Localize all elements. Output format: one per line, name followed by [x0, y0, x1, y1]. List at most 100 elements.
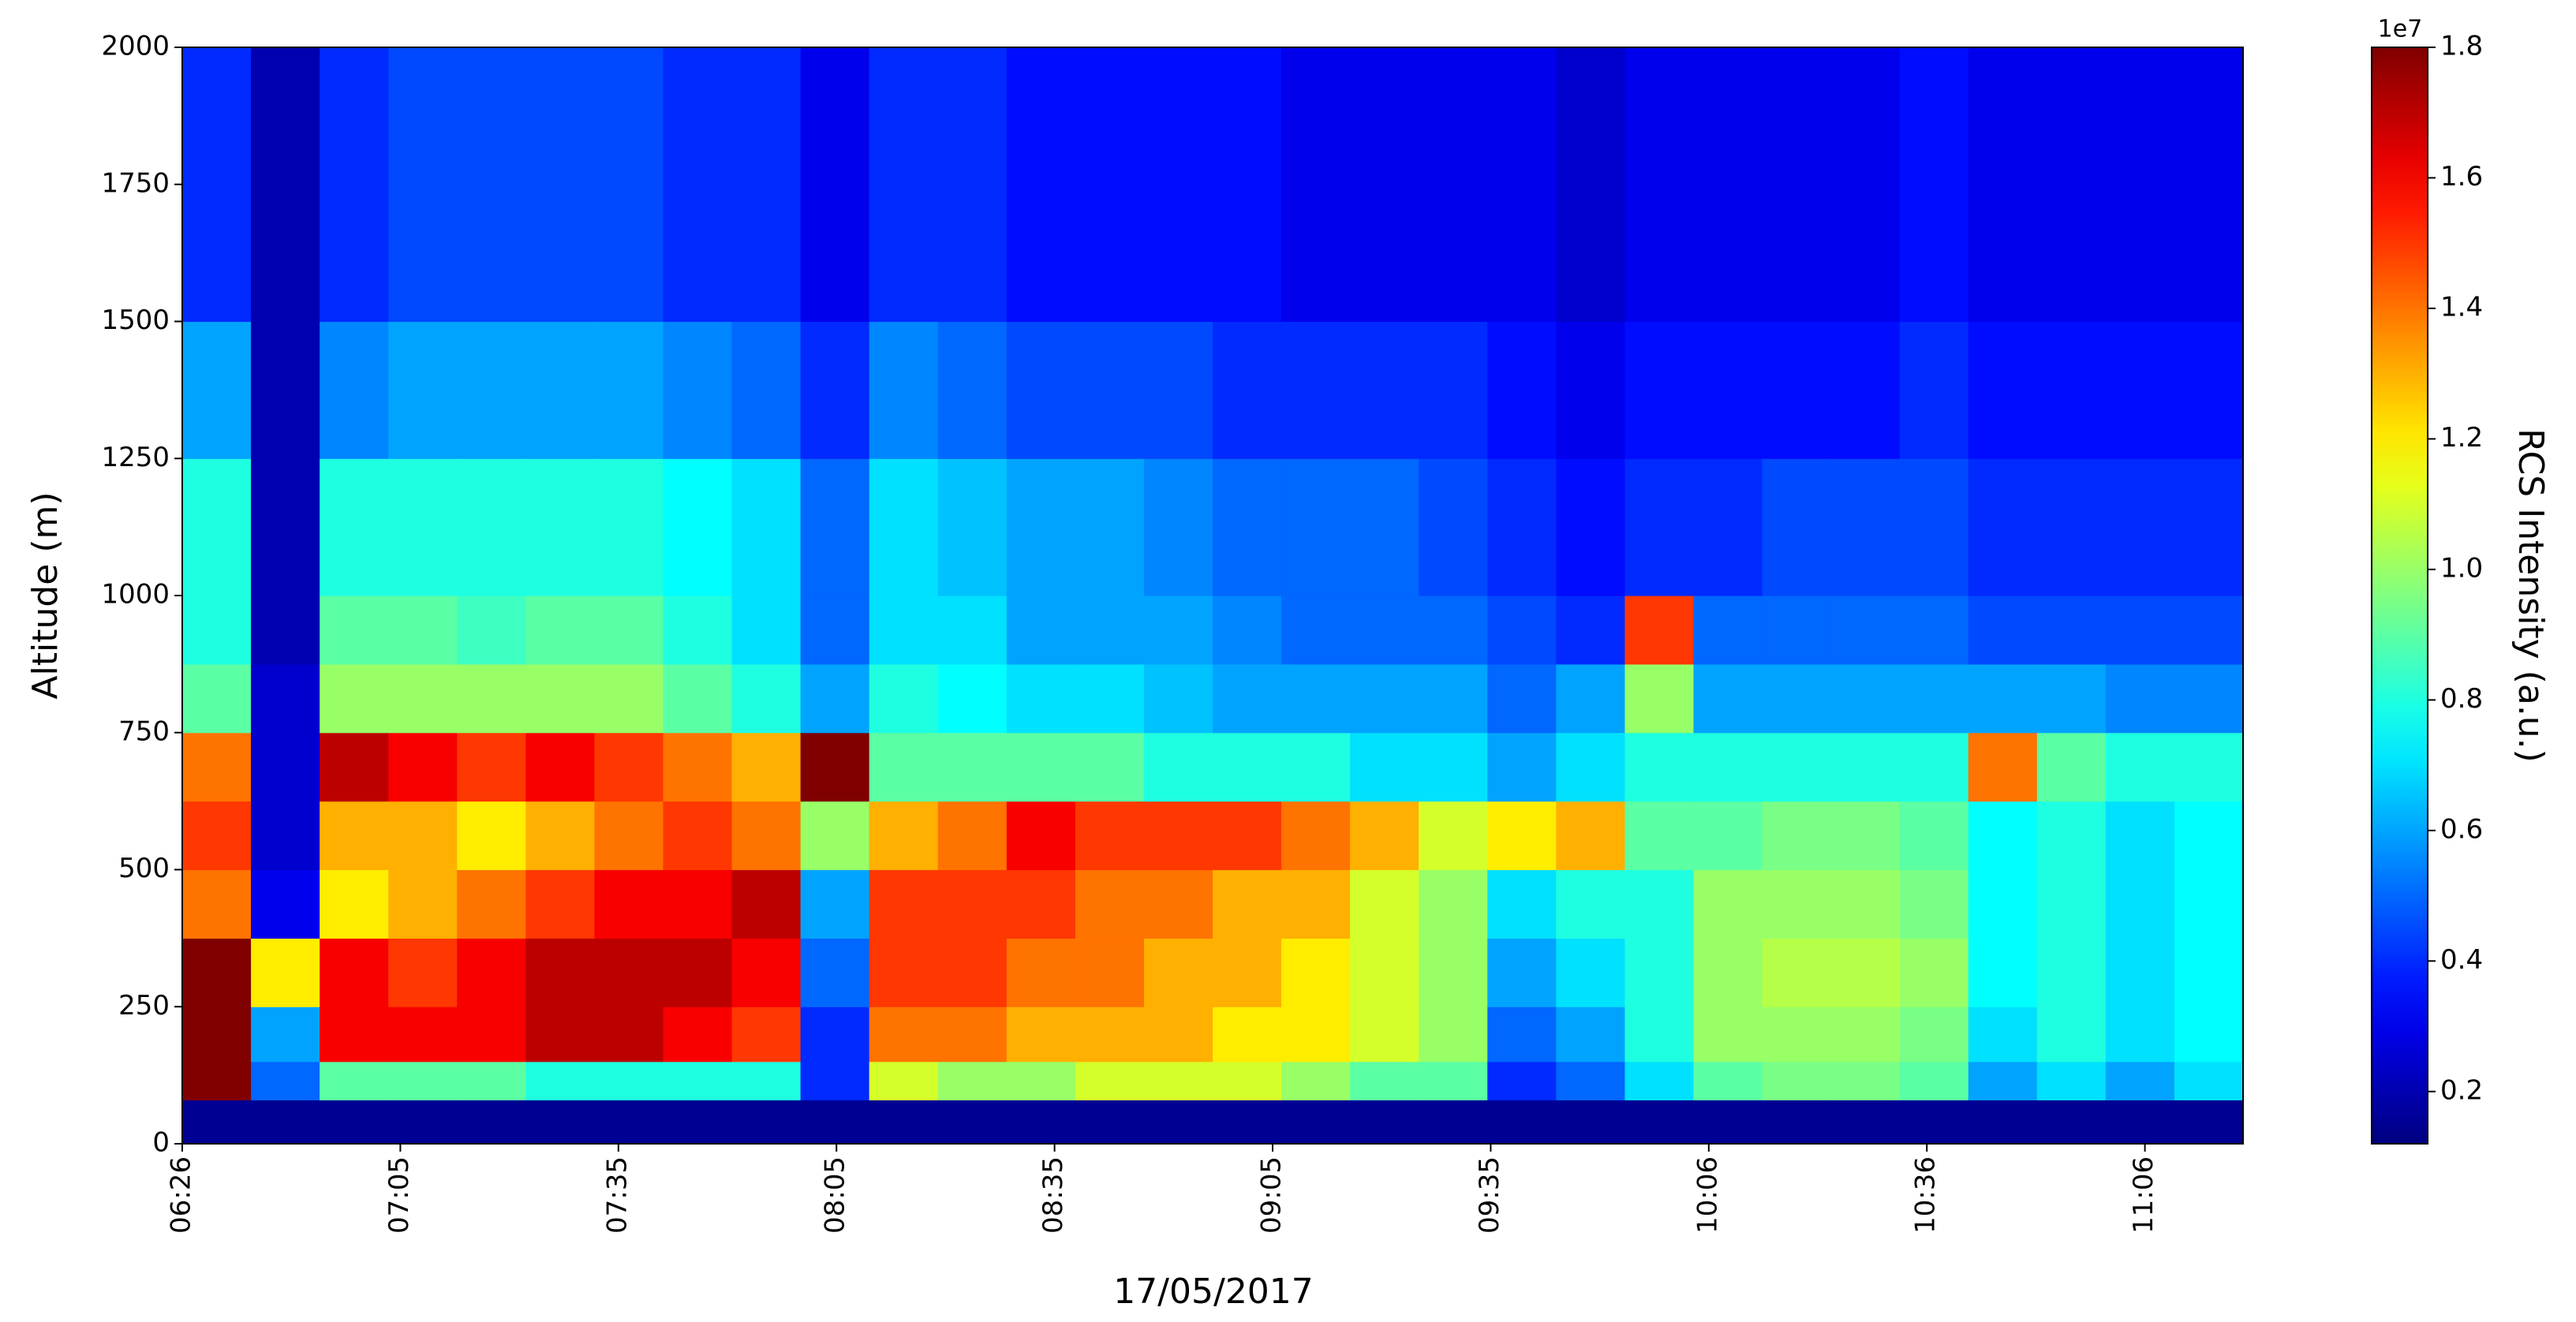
heatmap-cell: [1487, 321, 1557, 459]
heatmap-cell: [1762, 801, 1832, 871]
heatmap-cell: [800, 869, 870, 939]
heatmap-cell: [663, 869, 733, 939]
heatmap-cell: [1350, 596, 1419, 665]
y-tick-label: 500: [118, 853, 170, 884]
heatmap-cell: [251, 1006, 320, 1062]
heatmap-cell: [1213, 1061, 1282, 1100]
heatmap-cell: [1487, 938, 1557, 1007]
heatmap-cell: [1899, 732, 1969, 802]
heatmap-cell: [182, 1100, 252, 1145]
heatmap-cell: [2105, 458, 2175, 596]
x-tick-label: 09:35: [1474, 1156, 1505, 1234]
heatmap-cell: [869, 1006, 939, 1062]
heatmap-cell: [1281, 663, 1351, 734]
heatmap-cell: [1281, 458, 1351, 596]
heatmap-cell: [1899, 1100, 1969, 1145]
heatmap-cell: [1624, 801, 1695, 871]
heatmap-cell: [2105, 801, 2175, 871]
heatmap-cell: [2174, 1100, 2244, 1145]
heatmap-cell: [731, 801, 802, 871]
heatmap-cell: [1419, 801, 1488, 871]
heatmap-cell: [320, 869, 389, 939]
heatmap-cell: [1556, 663, 1625, 734]
heatmap-cell: [1281, 732, 1351, 802]
heatmap-cell: [1693, 321, 1763, 459]
heatmap-cell: [1006, 596, 1076, 665]
heatmap-cell: [1899, 596, 1969, 665]
heatmap-cell: [594, 596, 664, 665]
heatmap-cell: [800, 732, 870, 802]
heatmap-cell: [1693, 732, 1763, 802]
heatmap-cell: [1556, 458, 1625, 596]
heatmap-cell: [800, 663, 870, 734]
heatmap-cell: [869, 596, 939, 665]
heatmap-cell: [1968, 1100, 2038, 1145]
heatmap-cell: [457, 1006, 526, 1062]
heatmap-cell: [182, 596, 252, 665]
heatmap-cell: [1899, 801, 1969, 871]
heatmap-cell: [1075, 47, 1145, 323]
heatmap-cell: [1968, 732, 2038, 802]
heatmap-cell: [1075, 596, 1145, 665]
heatmap-cell: [731, 663, 802, 734]
heatmap-cell: [1143, 1100, 1213, 1145]
heatmap-cell: [1624, 321, 1695, 459]
heatmap-cell: [457, 596, 526, 665]
heatmap-cell: [1762, 1006, 1832, 1062]
heatmap-cell: [1968, 458, 2038, 596]
heatmap-cell: [1487, 869, 1557, 939]
heatmap-cell: [1624, 596, 1695, 665]
heatmap-cell: [1556, 321, 1625, 459]
heatmap-cell: [388, 1100, 458, 1145]
x-axis-label: 17/05/2017: [1113, 1272, 1314, 1312]
y-tick-label: 1000: [101, 579, 170, 611]
heatmap-cell: [1350, 47, 1419, 323]
y-tick-label: 1500: [101, 304, 170, 336]
x-tick-label: 07:35: [601, 1156, 633, 1234]
heatmap-cell: [2036, 663, 2107, 734]
heatmap-cell: [594, 1006, 664, 1062]
heatmap-cell: [457, 1061, 526, 1100]
heatmap-cell: [594, 1061, 664, 1100]
heatmap-cell: [800, 458, 870, 596]
heatmap-cell: [1213, 321, 1282, 459]
heatmap-cell: [251, 321, 320, 459]
heatmap-cell: [869, 663, 939, 734]
heatmap-cell: [1487, 663, 1557, 734]
x-tick-label: 08:05: [820, 1156, 851, 1234]
heatmap-cell: [1143, 1061, 1213, 1100]
heatmap-cell: [1693, 938, 1763, 1007]
heatmap-cell: [1556, 1100, 1625, 1145]
heatmap-cell: [1350, 321, 1419, 459]
heatmap-cell: [1693, 47, 1763, 323]
heatmap-cell: [1556, 596, 1625, 665]
heatmap-cell: [1487, 596, 1557, 665]
heatmap-cell: [320, 938, 389, 1007]
heatmap-cell: [182, 732, 252, 802]
heatmap-cell: [1350, 801, 1419, 871]
heatmap-cell: [1143, 663, 1213, 734]
heatmap-cell: [1624, 458, 1695, 596]
y-tick-label: 750: [118, 715, 170, 747]
heatmap-cell: [2036, 596, 2107, 665]
heatmap-cell: [1487, 1061, 1557, 1100]
heatmap-cell: [2036, 1061, 2107, 1100]
heatmap-cell: [388, 801, 458, 871]
heatmap-cell: [731, 47, 802, 323]
heatmap-cell: [251, 47, 320, 323]
heatmap-cell: [2036, 801, 2107, 871]
heatmap-cell: [320, 596, 389, 665]
heatmap-cell: [2105, 1061, 2175, 1100]
heatmap-cell: [1899, 663, 1969, 734]
heatmap-cell: [1006, 1006, 1076, 1062]
heatmap-cell: [1006, 1061, 1076, 1100]
heatmap-cell: [1143, 47, 1213, 323]
heatmap-cell: [1487, 801, 1557, 871]
heatmap-cell: [1143, 801, 1213, 871]
heatmap-cell: [182, 458, 252, 596]
heatmap-cell: [800, 47, 870, 323]
heatmap-cell: [1556, 938, 1625, 1007]
heatmap-cell: [800, 321, 870, 459]
colorbar-tick-label: 0.2: [2440, 1074, 2483, 1106]
heatmap-cell: [1830, 1006, 1901, 1062]
